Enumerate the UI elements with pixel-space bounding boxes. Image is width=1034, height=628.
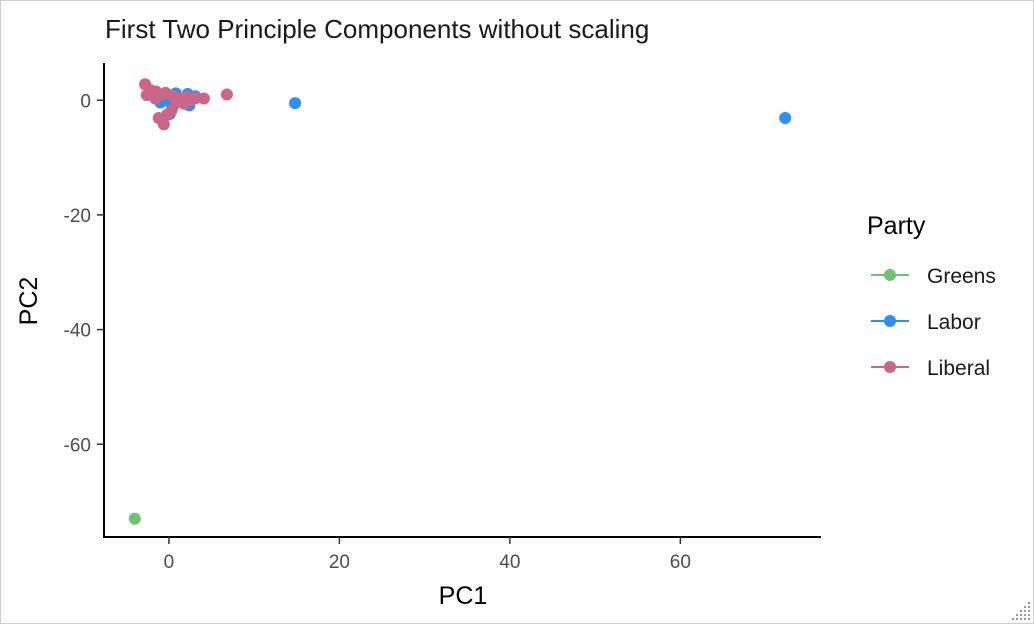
data-point bbox=[157, 118, 170, 131]
data-point bbox=[170, 96, 183, 109]
legend-key-point bbox=[884, 315, 896, 327]
y-tick-label: -20 bbox=[64, 206, 91, 227]
y-tick-label: -60 bbox=[64, 435, 91, 456]
legend-item-liberal: Liberal bbox=[871, 357, 990, 380]
x-tick-label: 40 bbox=[499, 552, 520, 573]
data-point bbox=[289, 97, 302, 110]
legend: Party Greens Labor Liberal bbox=[867, 212, 996, 380]
legend-item-label: Greens bbox=[927, 265, 996, 288]
legend-key-point bbox=[884, 269, 896, 281]
legend-items: Greens Labor Liberal bbox=[871, 265, 996, 380]
series-greens bbox=[128, 92, 176, 525]
legend-item-labor: Labor bbox=[871, 311, 981, 334]
series-labor bbox=[154, 87, 792, 125]
x-tick-label: 60 bbox=[670, 552, 691, 573]
data-point bbox=[197, 92, 210, 105]
x-axis-label: PC1 bbox=[439, 582, 488, 610]
legend-item-label: Labor bbox=[927, 311, 981, 334]
y-tick-label: -40 bbox=[64, 321, 91, 342]
legend-item-greens: Greens bbox=[871, 265, 996, 288]
data-point bbox=[161, 108, 174, 121]
x-tick-label: 0 bbox=[164, 552, 175, 573]
plot-area bbox=[128, 78, 792, 525]
legend-title: Party bbox=[867, 212, 926, 240]
x-tick-label: 20 bbox=[329, 552, 350, 573]
data-point bbox=[779, 112, 792, 125]
chart-title: First Two Principle Components without s… bbox=[105, 14, 649, 44]
x-axis-ticks: 0 20 40 60 bbox=[164, 537, 691, 573]
y-axis-label: PC2 bbox=[15, 277, 43, 326]
data-point bbox=[220, 88, 233, 101]
series-liberal bbox=[139, 78, 233, 131]
y-axis-ticks: 0 -20 -40 -60 bbox=[64, 91, 104, 456]
y-tick-label: 0 bbox=[80, 91, 91, 112]
legend-item-label: Liberal bbox=[927, 357, 990, 380]
resize-grip-icon[interactable] bbox=[1010, 600, 1032, 622]
data-point bbox=[159, 86, 172, 99]
legend-key-point bbox=[884, 361, 896, 373]
data-point bbox=[149, 92, 162, 105]
data-point bbox=[185, 94, 198, 107]
data-point bbox=[128, 512, 141, 525]
